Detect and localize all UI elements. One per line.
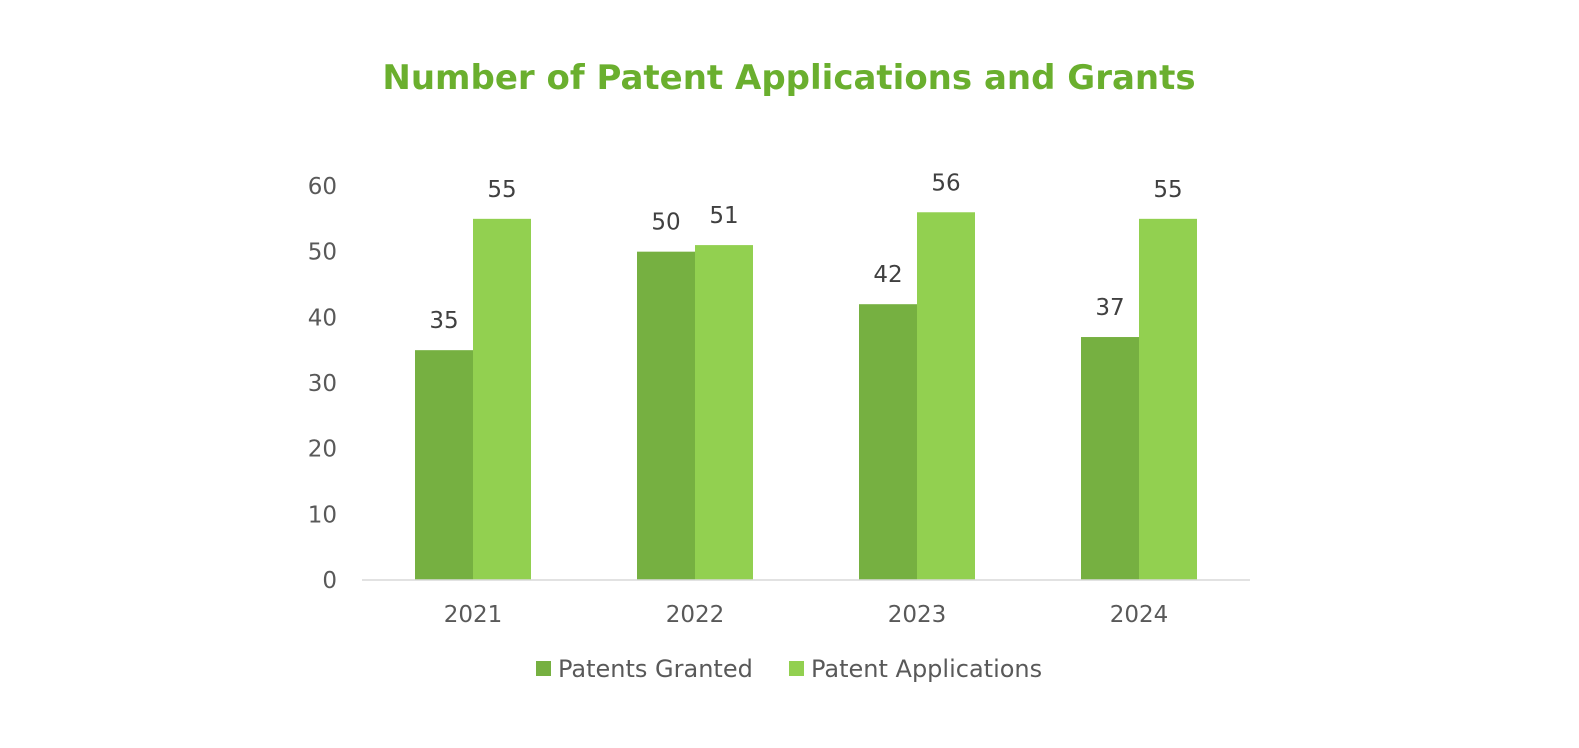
data-label: 56: [931, 170, 960, 196]
bar-patent-applications-2023: [917, 212, 975, 580]
bar-patents-granted-2024: [1081, 337, 1139, 580]
y-tick-label: 60: [308, 174, 337, 200]
y-axis-ticks: 0 10 20 30 40 50 60: [308, 174, 337, 594]
x-tick-label: 2021: [444, 602, 503, 628]
y-tick-label: 30: [308, 371, 337, 397]
data-label: 50: [651, 210, 680, 236]
chart-title: Number of Patent Applications and Grants: [382, 58, 1195, 98]
bar-patents-granted-2023: [859, 304, 917, 580]
data-label: 55: [1153, 177, 1182, 203]
legend-swatch: [789, 661, 804, 676]
bar-patent-applications-2021: [473, 218, 531, 581]
data-labels: 35 55 50 51 42 56 37 55: [429, 170, 1182, 334]
data-label: 42: [873, 262, 902, 288]
x-tick-label: 2024: [1110, 602, 1169, 628]
legend-label: Patents Granted: [558, 655, 753, 683]
legend: Patents Granted Patent Applications: [536, 655, 1042, 683]
y-tick-label: 50: [308, 240, 337, 266]
data-label: 37: [1095, 295, 1124, 321]
data-label: 51: [709, 203, 738, 229]
bar-patent-applications-2022: [695, 245, 753, 580]
y-tick-label: 10: [308, 502, 337, 528]
data-label: 55: [487, 177, 516, 203]
bar-patent-applications-2024: [1139, 218, 1197, 581]
legend-label: Patent Applications: [811, 655, 1042, 683]
bar-patents-granted-2021: [415, 350, 473, 580]
bars: [415, 212, 1197, 581]
y-tick-label: 20: [308, 437, 337, 463]
y-tick-label: 0: [322, 568, 337, 594]
x-axis-ticks: 2021 2022 2023 2024: [444, 602, 1169, 628]
x-tick-label: 2023: [888, 602, 947, 628]
x-tick-label: 2022: [666, 602, 725, 628]
legend-swatch: [536, 661, 551, 676]
y-tick-label: 40: [308, 305, 337, 331]
data-label: 35: [429, 308, 458, 334]
bar-patents-granted-2022: [637, 251, 695, 580]
